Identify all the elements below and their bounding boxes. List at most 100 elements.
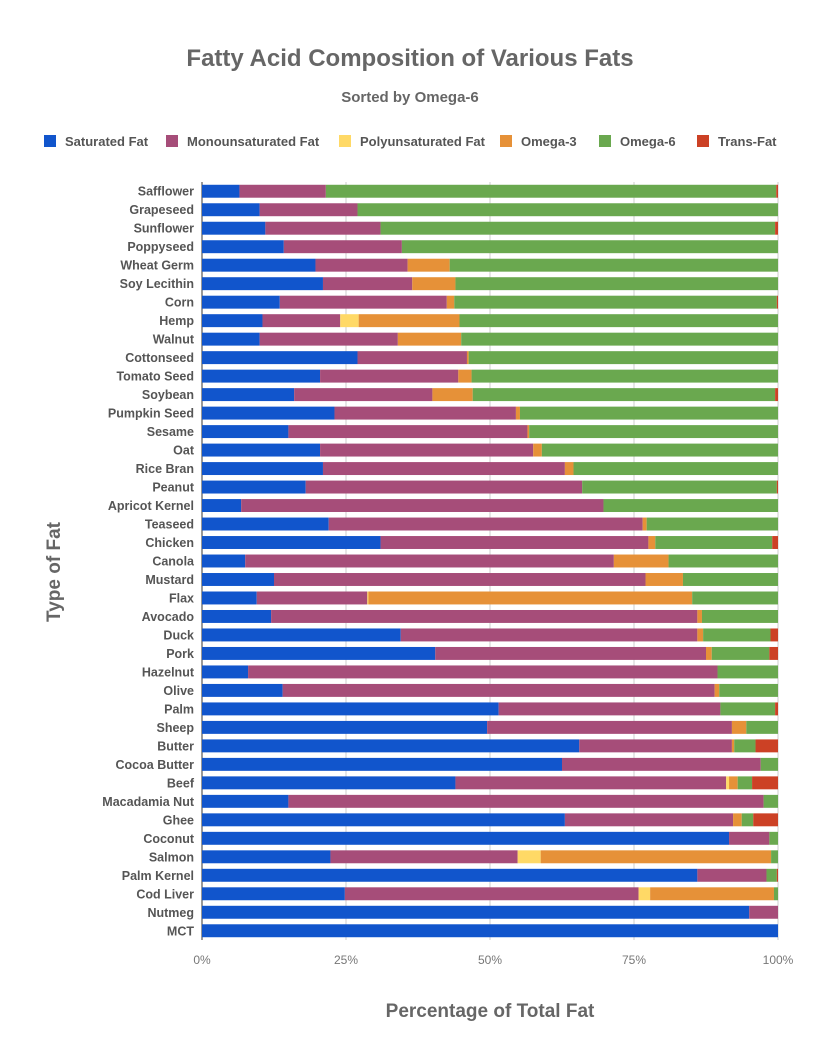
bar-soybean-trans-fat — [775, 388, 778, 402]
bar-pumpkin-seed-monounsaturated-fat — [334, 406, 516, 420]
bar-coconut-monounsaturated-fat — [729, 831, 770, 845]
legend-label-monounsaturated-fat: Monounsaturated Fat — [187, 134, 320, 149]
bar-grapeseed-saturated-fat — [202, 203, 260, 217]
x-tick-0: 0% — [193, 953, 211, 967]
bar-hazelnut-monounsaturated-fat — [248, 665, 718, 679]
x-tick-25: 25% — [334, 953, 358, 967]
bar-wheat-germ-monounsaturated-fat — [315, 258, 408, 272]
bar-ghee-saturated-fat — [202, 813, 565, 827]
category-label-hemp: Hemp — [159, 314, 194, 328]
bar-chicken-trans-fat — [772, 536, 778, 549]
bar-safflower-monounsaturated-fat — [239, 184, 326, 198]
bar-avocado-omega-3 — [697, 609, 702, 623]
bar-poppyseed-saturated-fat — [202, 240, 284, 254]
bar-pork-omega-3 — [706, 646, 712, 660]
bar-soybean-saturated-fat — [202, 388, 295, 402]
bar-palm-kernel-monounsaturated-fat — [697, 868, 767, 882]
bar-teaseed-omega-3 — [642, 517, 647, 531]
bars — [202, 184, 778, 938]
bar-walnut-omega-6 — [461, 332, 778, 346]
bar-safflower-saturated-fat — [202, 184, 240, 198]
bar-rice-bran-saturated-fat — [202, 462, 323, 476]
category-label-teaseed: Teaseed — [145, 518, 194, 532]
bar-hazelnut-saturated-fat — [202, 665, 249, 679]
bar-walnut-saturated-fat — [202, 332, 260, 346]
bar-sesame-monounsaturated-fat — [288, 425, 528, 439]
x-axis-title: Percentage of Total Fat — [386, 1001, 595, 1022]
bar-chicken-saturated-fat — [202, 536, 381, 549]
category-label-sunflower: Sunflower — [134, 222, 195, 236]
category-label-nutmeg: Nutmeg — [147, 906, 194, 920]
bar-ghee-trans-fat — [753, 813, 778, 827]
bar-teaseed-monounsaturated-fat — [328, 517, 643, 531]
bar-pork-monounsaturated-fat — [435, 646, 706, 660]
bar-grapeseed-monounsaturated-fat — [259, 203, 358, 217]
bar-mustard-monounsaturated-fat — [274, 573, 646, 586]
bar-mct-saturated-fat — [202, 924, 778, 938]
category-label-peanut: Peanut — [152, 481, 195, 495]
bar-olive-omega-6 — [719, 683, 778, 697]
bar-rice-bran-monounsaturated-fat — [322, 462, 565, 476]
bar-flax-omega-3 — [368, 591, 693, 605]
bar-butter-monounsaturated-fat — [579, 739, 732, 753]
category-label-palm: Palm — [164, 702, 194, 716]
bar-soy-lecithin-monounsaturated-fat — [322, 277, 413, 291]
legend-item-trans-fat: Trans-Fat — [697, 134, 777, 149]
bar-beef-polyunsaturated-fat — [726, 776, 730, 790]
bar-canola-saturated-fat — [202, 554, 246, 568]
category-label-pumpkin-seed: Pumpkin Seed — [108, 407, 194, 421]
bar-apricot-kernel-monounsaturated-fat — [241, 499, 604, 513]
bar-flax-polyunsaturated-fat — [367, 591, 369, 605]
category-label-oat: Oat — [173, 444, 195, 458]
category-label-cocoa-butter: Cocoa Butter — [116, 758, 195, 772]
bar-pumpkin-seed-saturated-fat — [202, 406, 335, 420]
bar-rice-bran-omega-3 — [564, 462, 574, 476]
bar-macadamia-nut-saturated-fat — [202, 794, 289, 808]
bar-corn-trans-fat — [776, 295, 778, 309]
bar-duck-saturated-fat — [202, 628, 401, 642]
x-tick-75: 75% — [622, 953, 646, 967]
category-label-safflower: Safflower — [138, 185, 194, 199]
bar-palm-omega-6 — [720, 702, 776, 716]
bar-canola-omega-6 — [668, 554, 778, 568]
bar-palm-kernel-saturated-fat — [202, 868, 698, 882]
bar-avocado-omega-6 — [701, 609, 778, 623]
bar-canola-omega-3 — [613, 554, 669, 568]
x-tick-50: 50% — [478, 953, 502, 967]
bar-beef-monounsaturated-fat — [455, 776, 727, 790]
bar-palm-kernel-omega-6 — [766, 868, 777, 882]
bar-cottonseed-monounsaturated-fat — [357, 351, 467, 365]
legend-swatch-omega-3 — [500, 135, 512, 147]
bar-peanut-saturated-fat — [202, 480, 306, 494]
bar-cod-liver-omega-3 — [650, 887, 774, 901]
legend-swatch-trans-fat — [697, 135, 709, 147]
bar-wheat-germ-omega-3 — [407, 258, 450, 272]
bar-sunflower-monounsaturated-fat — [265, 221, 381, 235]
bar-macadamia-nut-monounsaturated-fat — [288, 794, 764, 808]
bar-teaseed-omega-6 — [646, 517, 778, 531]
bar-flax-saturated-fat — [202, 591, 257, 605]
category-label-butter: Butter — [157, 739, 194, 753]
bar-olive-omega-3 — [714, 683, 720, 697]
bar-hemp-saturated-fat — [202, 314, 263, 328]
bar-palm-trans-fat — [775, 702, 778, 716]
bar-poppyseed-monounsaturated-fat — [283, 240, 402, 254]
legend-item-saturated-fat: Saturated Fat — [44, 134, 149, 149]
bar-duck-trans-fat — [770, 628, 778, 642]
bar-corn-monounsaturated-fat — [279, 295, 447, 309]
category-label-duck: Duck — [163, 628, 194, 642]
legend-label-omega-3: Omega-3 — [521, 134, 577, 149]
bar-wheat-germ-saturated-fat — [202, 258, 316, 272]
bar-peanut-trans-fat — [776, 480, 778, 494]
bar-sesame-saturated-fat — [202, 425, 289, 439]
bar-avocado-monounsaturated-fat — [271, 609, 698, 623]
bar-soybean-omega-3 — [432, 388, 473, 402]
bar-safflower-trans-fat — [776, 184, 778, 198]
bar-mustard-omega-3 — [645, 573, 683, 586]
bar-cottonseed-saturated-fat — [202, 351, 358, 365]
legend: Saturated Fat Monounsaturated Fat Polyunsa… — [44, 134, 777, 149]
bar-soy-lecithin-omega-3 — [412, 277, 456, 291]
bar-tomato-seed-omega-3 — [458, 369, 472, 383]
bar-salmon-omega-6 — [771, 850, 778, 864]
